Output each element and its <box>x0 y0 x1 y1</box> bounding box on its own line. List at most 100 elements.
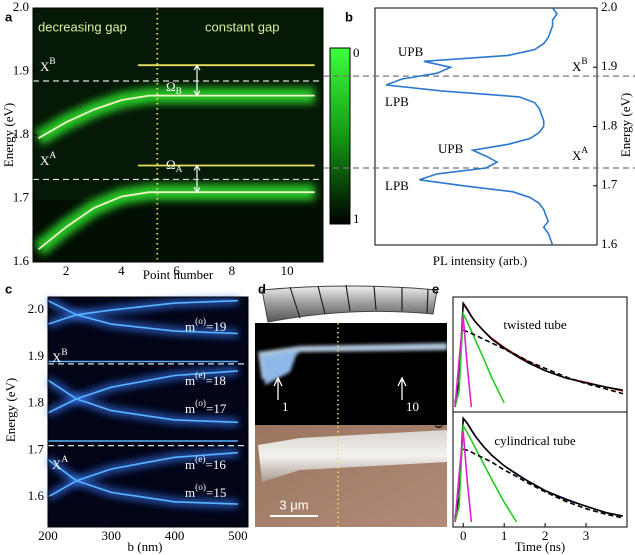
gap-arrow <box>193 63 201 97</box>
label-text: X <box>572 148 582 163</box>
marker-label: 10 <box>406 399 419 414</box>
x-tick-label: 300 <box>102 528 122 543</box>
label-script: A <box>49 151 56 161</box>
panel-label: a <box>5 9 13 24</box>
annotation: XB <box>572 57 588 74</box>
x-tick-label: 8 <box>229 263 236 278</box>
tube-sketch <box>261 284 438 323</box>
y-tick-label: 2.0 <box>13 0 29 14</box>
y-axis-label: Energy (eV) <box>618 93 633 157</box>
subplot-title: twisted tube <box>503 317 566 332</box>
x-tick-label: 400 <box>165 528 185 543</box>
x-tick-label: 1 <box>501 528 508 543</box>
label-script: A <box>176 165 183 175</box>
y-tick-label: 1.8 <box>601 117 617 132</box>
label-script: (e) <box>195 370 205 381</box>
decay-curve <box>454 316 473 408</box>
annotation: XB <box>52 348 68 365</box>
subplot-title: cylindrical tube <box>494 433 575 448</box>
y-tick-label: 1.9 <box>601 58 617 73</box>
series-line <box>37 191 315 251</box>
series-line <box>47 299 238 335</box>
annotation: m(o)=17 <box>185 398 227 416</box>
label-script: B <box>176 87 182 97</box>
y-tick-label: 1.7 <box>13 189 30 204</box>
panel-label: d <box>258 281 266 296</box>
y-tick-label: 1.7 <box>28 441 45 456</box>
x-axis-label: PL intensity (arb.) <box>433 253 527 268</box>
label-script: A <box>581 146 588 156</box>
y-tick-label: 1.6 <box>601 236 618 251</box>
label-script: (o) <box>195 482 206 493</box>
x-tick-label: 0 <box>460 528 467 543</box>
decay-curve <box>463 448 624 519</box>
colorbar-tick-label: 0 <box>353 45 360 60</box>
y-axis-label: Energy (eV) <box>1 103 16 167</box>
x-tick-label: 2 <box>63 263 70 278</box>
label-text: Ω <box>166 79 176 94</box>
label-text: =18 <box>206 373 226 388</box>
label-script: B <box>49 57 55 67</box>
series-line <box>47 379 238 424</box>
series-line <box>47 370 238 414</box>
annotation: XA <box>40 151 56 168</box>
x-tick-label: 6 <box>173 263 180 278</box>
label-script: (o) <box>195 316 206 327</box>
y-axis-label: Energy (eV) <box>3 378 18 442</box>
x-tick-label: 3 <box>583 528 590 543</box>
label-text: m <box>185 319 195 334</box>
x-axis-label: Time (ns) <box>515 539 565 554</box>
panel-label: c <box>5 281 12 296</box>
x-axis-label: b (nm) <box>127 539 162 554</box>
y-tick-label: 1.8 <box>13 126 29 141</box>
label-text: X <box>40 59 50 74</box>
x-tick-label: 2 <box>542 528 549 543</box>
annotation: UPB <box>398 44 424 59</box>
series-line <box>38 94 315 139</box>
plot-frame <box>452 296 628 413</box>
series-line <box>47 459 238 505</box>
y-tick-label: 1.9 <box>28 348 44 363</box>
annotation: LPB <box>385 178 409 193</box>
label-text: X <box>52 457 62 472</box>
annotation: XB <box>40 57 56 74</box>
y-tick-label: 2.0 <box>601 0 617 14</box>
label-text: X <box>52 350 62 365</box>
label-text: Ω <box>166 157 176 172</box>
colorbar-tick-label: 1 <box>353 211 360 226</box>
y-tick-label: 1.7 <box>601 177 618 192</box>
y-tick-label: 1.6 <box>28 488 45 503</box>
annotation: XA <box>572 146 588 163</box>
annotation: m(e)=18 <box>185 370 226 388</box>
label-text: X <box>572 59 582 74</box>
label-script: (e) <box>195 454 205 465</box>
decay-curve <box>454 423 518 523</box>
plot-frame <box>47 296 249 528</box>
y-tick-label: 1.6 <box>13 253 30 268</box>
series-line <box>47 299 238 325</box>
x-tick-label: 500 <box>228 528 248 543</box>
annotation: m(o)=19 <box>185 316 226 334</box>
colorbar <box>329 47 351 225</box>
label-text: m <box>185 457 195 472</box>
label-text: m <box>185 401 195 416</box>
x-tick-label: 10 <box>281 263 294 278</box>
label-script: (o) <box>195 398 206 409</box>
annotation: decreasing gap <box>38 19 127 34</box>
decay-curve <box>454 416 624 518</box>
y-axis-label: Counts <box>431 392 446 429</box>
decay-curve <box>454 431 473 523</box>
annotation: constant gap <box>205 19 279 34</box>
annotation: ΩB <box>166 79 182 97</box>
annotation: m(e)=16 <box>185 454 226 472</box>
y-tick-label: 1.8 <box>28 395 44 410</box>
tube-emission <box>258 343 447 385</box>
heatmap-shade <box>33 200 323 262</box>
label-text: =15 <box>206 485 226 500</box>
annotation: ΩA <box>166 157 183 175</box>
label-text: =16 <box>206 457 227 472</box>
marker-label: 1 <box>282 399 289 414</box>
annotation: LPB <box>385 94 409 109</box>
scale-bar-label: 3 μm <box>279 497 308 512</box>
label-text: =19 <box>206 319 226 334</box>
